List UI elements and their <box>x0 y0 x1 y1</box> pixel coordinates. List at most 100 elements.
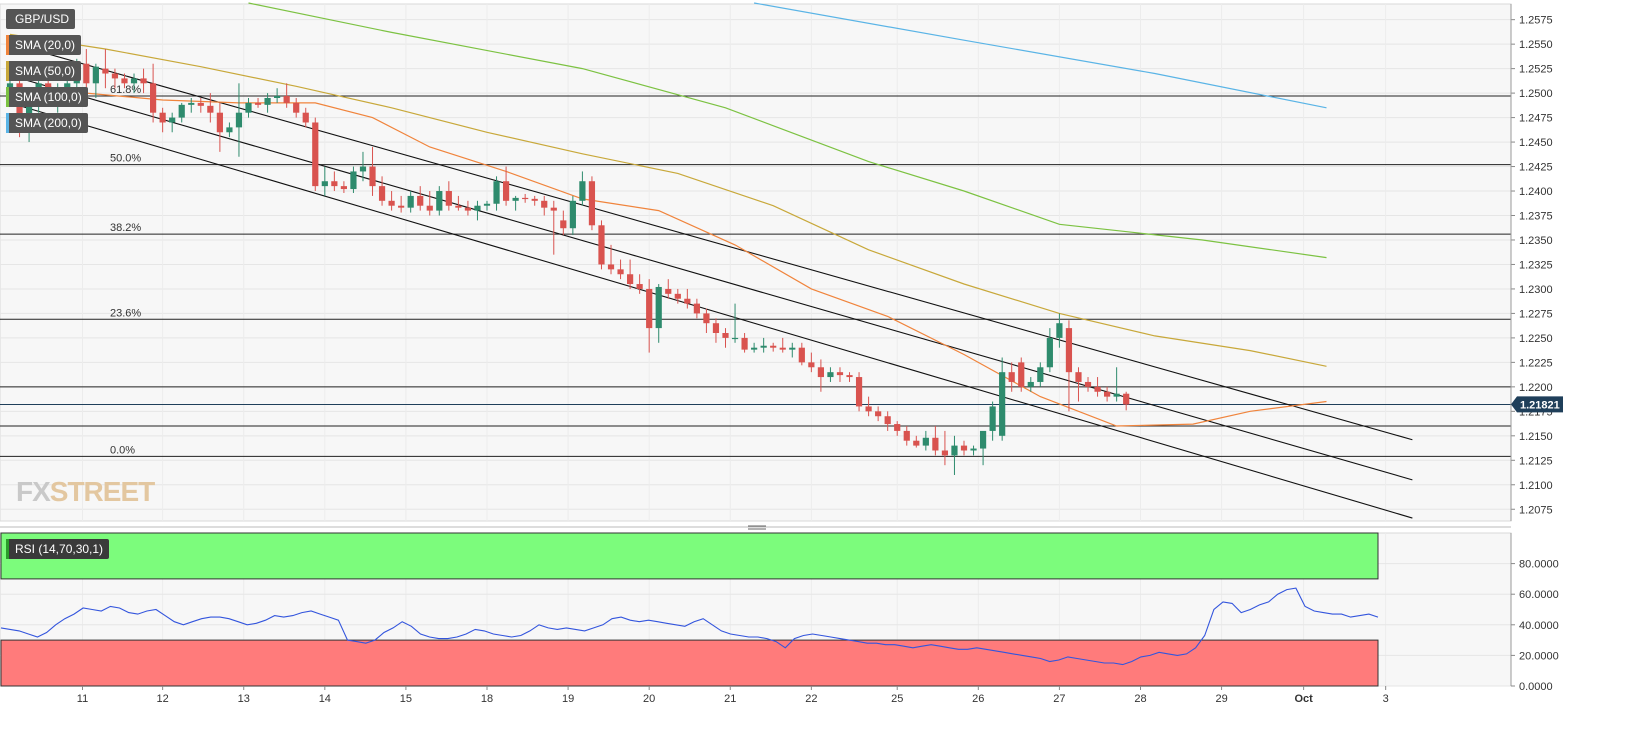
candle-body <box>1104 391 1111 397</box>
candle-body <box>684 298 691 304</box>
candle-body <box>579 181 586 201</box>
sma200-line <box>753 2 1327 109</box>
candle-body <box>302 112 309 123</box>
candle-body <box>913 440 920 446</box>
candle-body <box>178 104 185 118</box>
x-tick-label: 26 <box>972 693 984 705</box>
candle-body <box>102 68 109 74</box>
candle-body <box>159 112 166 123</box>
candle-body <box>464 207 472 211</box>
candle-body <box>1075 372 1082 382</box>
y-tick-label: 1.2325 <box>1519 259 1553 271</box>
candle-body <box>121 78 128 84</box>
x-tick-label: 21 <box>724 693 736 705</box>
rsi-tick-label: 40.0000 <box>1519 620 1559 632</box>
candle-body <box>398 205 405 208</box>
candle-body <box>1113 393 1120 397</box>
candle-body <box>665 288 672 294</box>
candle-body <box>607 264 615 270</box>
legend-swatch <box>6 61 9 81</box>
legend-entry: SMA (50,0) <box>6 61 82 81</box>
fib-level-label: 50.0% <box>110 153 141 165</box>
candle-body <box>245 102 252 113</box>
candle-body <box>483 203 491 206</box>
candle-body <box>216 112 223 133</box>
candle-body <box>770 345 777 348</box>
candle-body <box>502 181 510 201</box>
candle-body <box>722 333 729 338</box>
candle-body <box>760 345 767 348</box>
candle-body <box>798 347 805 363</box>
symbol-label: GBP/USD <box>6 9 76 29</box>
x-tick-label: 12 <box>157 693 169 705</box>
channel-line <box>9 102 1413 519</box>
fib-level-label: 23.6% <box>110 307 141 319</box>
y-tick-label: 1.2300 <box>1519 284 1553 296</box>
y-tick-label: 1.2475 <box>1519 113 1553 125</box>
candle-body <box>140 78 147 84</box>
x-tick-label: 3 <box>1383 693 1389 705</box>
y-tick-label: 1.2500 <box>1519 88 1553 100</box>
candle-body <box>407 195 414 208</box>
candle-body <box>1046 337 1053 368</box>
y-tick-label: 1.2425 <box>1519 162 1553 174</box>
y-tick-label: 1.2225 <box>1519 357 1553 369</box>
candle-body <box>970 448 977 451</box>
candle-body <box>1037 367 1044 382</box>
y-tick-label: 1.2075 <box>1519 504 1553 516</box>
candle-body <box>951 445 958 456</box>
candle-body <box>388 200 395 206</box>
x-tick-label: 19 <box>562 693 574 705</box>
candle-body <box>541 200 548 208</box>
rsi-line <box>0 587 1379 666</box>
x-tick-label: 27 <box>1053 693 1065 705</box>
candle-body <box>588 181 596 226</box>
rsi-overbought-zone <box>0 532 1379 580</box>
candle-body <box>569 200 576 229</box>
candle-body <box>617 269 624 275</box>
candle-body <box>254 102 262 105</box>
candle-body <box>235 112 243 128</box>
x-tick-label: 13 <box>238 693 250 705</box>
x-tick-label: 20 <box>643 693 655 705</box>
candle-body <box>627 274 634 285</box>
candle-body <box>1018 362 1025 387</box>
x-tick-label: 14 <box>319 693 331 705</box>
main-plot-area <box>0 3 1512 522</box>
y-tick-label: 1.2350 <box>1519 235 1553 247</box>
legend-entry: SMA (100,0) <box>6 87 88 107</box>
candle-body <box>836 372 844 376</box>
y-tick-label: 1.2550 <box>1519 39 1553 51</box>
candle-body <box>331 181 338 187</box>
rsi-tick-label: 20.0000 <box>1519 650 1559 662</box>
candle-body <box>293 102 300 113</box>
candle-body <box>789 347 796 350</box>
candle-body <box>922 437 929 446</box>
candle-body <box>188 102 195 105</box>
y-tick-label: 1.2250 <box>1519 333 1553 345</box>
y-tick-label: 1.2450 <box>1519 137 1553 149</box>
candle-body <box>884 416 891 425</box>
candle-body <box>865 406 872 412</box>
candle-body <box>960 445 968 451</box>
candle-body <box>817 367 824 378</box>
rsi-tick-label: 0.0000 <box>1519 681 1553 693</box>
channel-line <box>9 42 1413 441</box>
candle-body <box>111 73 119 79</box>
y-tick-label: 1.2150 <box>1519 431 1553 443</box>
candle-body <box>340 186 347 190</box>
candle-body <box>1056 323 1063 338</box>
candle-body <box>522 197 529 200</box>
candle-body <box>226 127 233 133</box>
candle-body <box>493 181 500 204</box>
candle-body <box>321 181 328 187</box>
x-tick-label: 15 <box>400 693 412 705</box>
candle-body <box>25 93 33 128</box>
candle-body <box>531 198 538 201</box>
candle-body <box>378 186 386 201</box>
legend-swatch <box>6 35 9 55</box>
candle-body <box>999 372 1006 436</box>
candle-body <box>1065 328 1073 373</box>
